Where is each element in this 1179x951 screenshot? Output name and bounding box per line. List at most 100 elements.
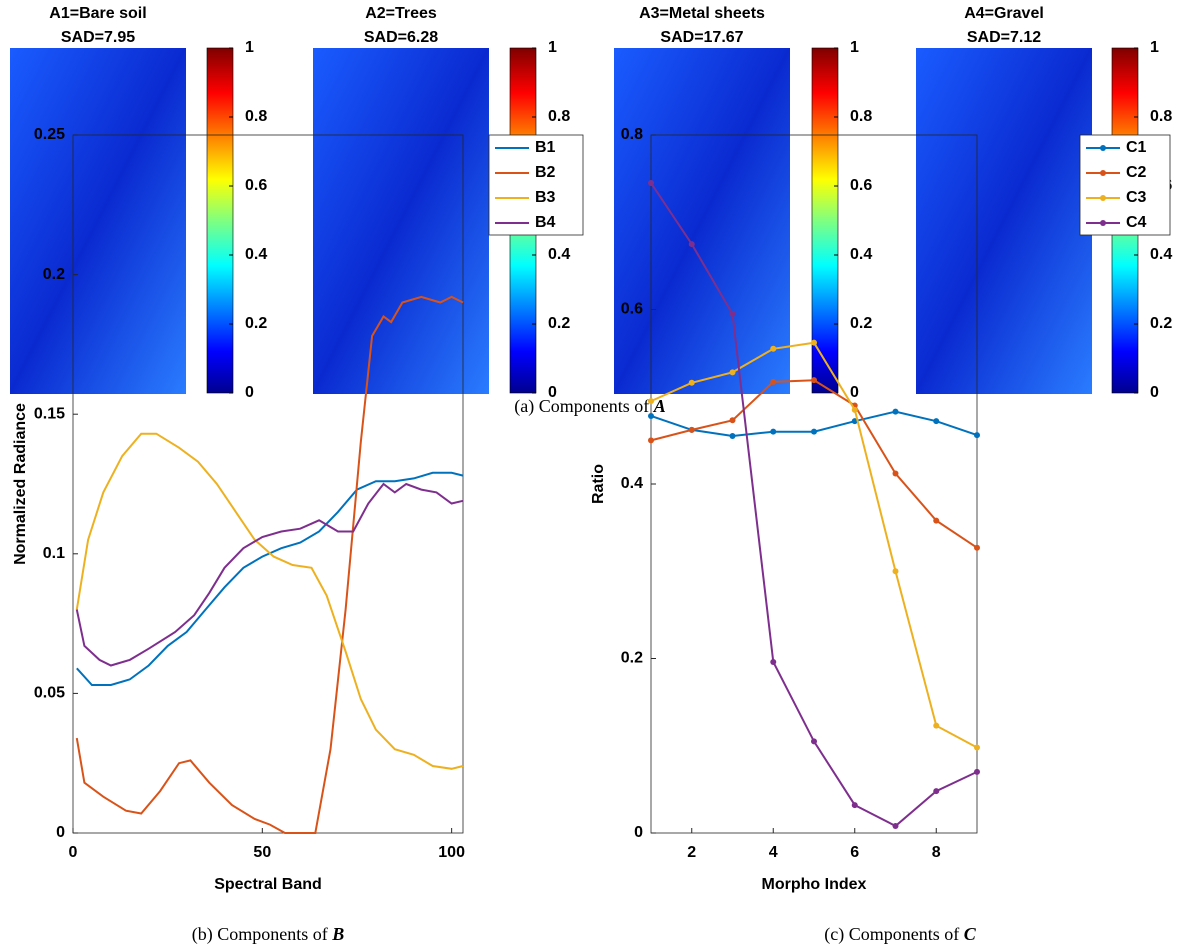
y-tick-label: 0.1: [43, 545, 65, 562]
legend-label: C3: [1126, 189, 1147, 206]
colorbar-tick-label: 0.4: [1150, 246, 1172, 263]
legend-marker: [1100, 170, 1106, 176]
caption-symbol: B: [331, 924, 344, 944]
point: [974, 544, 980, 551]
x-tick-label: 4: [769, 844, 778, 861]
point: [770, 378, 777, 385]
y-tick-label: 0.25: [34, 126, 65, 143]
colorbar-tick-label: 0: [548, 384, 557, 401]
legend-marker: [1100, 220, 1106, 226]
y-tick-label: 0: [56, 824, 65, 841]
colorbar-tick-label: 1: [1150, 39, 1159, 56]
caption: (b) Components of B: [192, 924, 345, 945]
x-tick-label: 50: [253, 844, 271, 861]
abundance-map: [916, 48, 1092, 394]
colorbar-tick-label: 1: [245, 39, 254, 56]
colorbar-tick-label: 0: [245, 384, 254, 401]
legend-box: [1079, 134, 1171, 236]
caption-symbol: A: [653, 396, 666, 416]
point: [892, 470, 899, 477]
y-tick-label: 0.4: [621, 475, 643, 492]
legend-box: [488, 134, 584, 236]
point: [648, 437, 654, 444]
axes-box: [72, 134, 464, 834]
colorbar: [206, 47, 234, 394]
colorbar-tick-label: 1: [548, 39, 557, 56]
abundance-map: [614, 48, 790, 394]
caption-text: (c) Components of: [824, 924, 963, 945]
colorbar-tick-label: 0.2: [245, 315, 267, 332]
y-tick-label: 0.2: [621, 650, 643, 667]
colorbar-tick-label: 0.4: [548, 246, 570, 263]
y-tick-label: 0.15: [34, 405, 65, 422]
x-tick-label: 2: [687, 844, 696, 861]
point: [688, 426, 695, 433]
colorbar: [811, 47, 839, 394]
panel-subtitle: SAD=17.67: [660, 29, 743, 46]
legend-label: C4: [1126, 214, 1147, 231]
colorbar-tick-label: 0.6: [850, 177, 872, 194]
point: [688, 241, 695, 248]
colorbar-tick-label: 0.2: [850, 315, 872, 332]
colorbar-tick-label: 0.4: [850, 246, 872, 263]
caption: (a) Components of A: [514, 396, 666, 417]
point: [974, 744, 980, 751]
caption-text: (a) Components of: [514, 396, 653, 417]
panel-title: A1=Bare soil: [49, 5, 146, 22]
point: [770, 658, 777, 665]
y-tick-label: 0.8: [621, 126, 643, 143]
point: [933, 722, 940, 729]
colorbar-tick-label: 0.2: [548, 315, 570, 332]
point: [851, 418, 858, 425]
series-line: [650, 379, 978, 549]
y-tick-label: 0.05: [34, 685, 65, 702]
point: [892, 568, 899, 575]
point: [811, 428, 817, 435]
point: [729, 310, 736, 317]
point: [933, 418, 940, 425]
point: [933, 788, 940, 795]
point: [648, 179, 654, 186]
point: [811, 339, 817, 346]
caption-symbol: C: [964, 924, 977, 944]
legend-label: B4: [535, 214, 556, 231]
legend-label: C2: [1126, 164, 1147, 181]
point: [729, 433, 736, 440]
x-tick-label: 8: [932, 844, 941, 861]
point: [851, 406, 858, 413]
y-tick-label: 0.6: [621, 301, 643, 318]
point: [770, 428, 777, 435]
x-tick-label: 100: [438, 844, 465, 861]
point: [811, 377, 817, 384]
point: [851, 802, 858, 809]
legend-label: B1: [535, 139, 556, 156]
series-line: [650, 341, 978, 749]
colorbar-tick-label: 0.2: [1150, 315, 1172, 332]
abundance-map: [313, 48, 489, 394]
colorbar-tick-label: 0: [850, 384, 859, 401]
caption-text: (b) Components of: [192, 924, 332, 945]
point: [688, 379, 695, 386]
legend-label: B3: [535, 189, 556, 206]
abundance-map: [10, 48, 186, 394]
colorbar-tick-label: 0.8: [245, 108, 267, 125]
panel-title: A3=Metal sheets: [639, 5, 765, 22]
colorbar-tick-label: 1: [850, 39, 859, 56]
panel-title: A4=Gravel: [964, 5, 1044, 22]
point: [892, 408, 899, 415]
colorbar-tick-label: 0: [1150, 384, 1159, 401]
y-tick-label: 0.2: [43, 266, 65, 283]
panel-subtitle: SAD=6.28: [364, 29, 438, 46]
point: [648, 412, 654, 419]
legend-marker: [1100, 195, 1106, 201]
caption: (c) Components of C: [824, 924, 976, 945]
y-tick-label: 0: [634, 824, 643, 841]
point: [974, 432, 980, 439]
point: [892, 823, 899, 830]
x-tick-label: 0: [69, 844, 78, 861]
y-axis-label: Ratio: [590, 464, 607, 504]
colorbar-tick-label: 0.4: [245, 246, 267, 263]
x-axis-label: Morpho Index: [762, 876, 867, 893]
point: [974, 768, 980, 775]
